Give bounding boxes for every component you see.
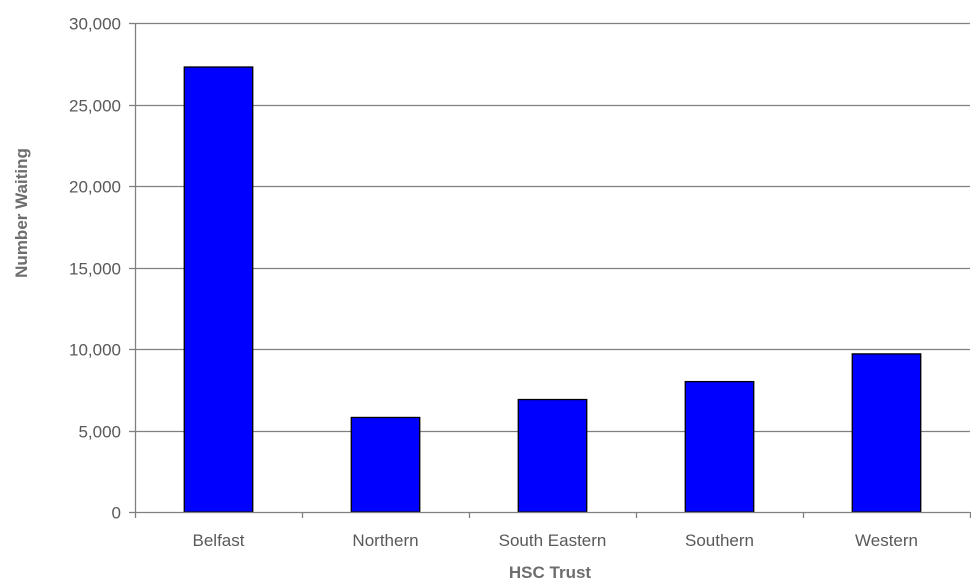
gridlines [135, 22, 970, 433]
x-axis-title: HSC Trust [509, 563, 592, 582]
y-axis-title: Number Waiting [12, 148, 31, 278]
bar-south-eastern [517, 398, 588, 513]
y-tick-label: 20,000 [69, 178, 121, 197]
x-tick-labels: Belfast Northern South Eastern Southern West… [193, 531, 918, 550]
x-tick-label: Northern [352, 531, 418, 550]
bar-belfast [183, 66, 254, 513]
bar-northern [350, 416, 421, 513]
axes [129, 22, 971, 518]
x-tick-label: South Eastern [499, 531, 607, 550]
y-tick-label: 0 [112, 504, 121, 523]
y-tick-label: 5,000 [78, 423, 121, 442]
y-tick-label: 30,000 [69, 15, 121, 34]
bar-western [851, 353, 922, 513]
x-tick-label: Southern [685, 531, 754, 550]
y-tick-labels: 0 5,000 10,000 15,000 20,000 25,000 30,000 [69, 15, 121, 523]
y-tick-label: 15,000 [69, 260, 121, 279]
bars [183, 66, 922, 513]
y-tick-label: 10,000 [69, 341, 121, 360]
y-tick-label: 25,000 [69, 97, 121, 116]
bar-southern [684, 380, 755, 513]
x-tick-label: Belfast [193, 531, 245, 550]
x-tick-label: Western [855, 531, 918, 550]
